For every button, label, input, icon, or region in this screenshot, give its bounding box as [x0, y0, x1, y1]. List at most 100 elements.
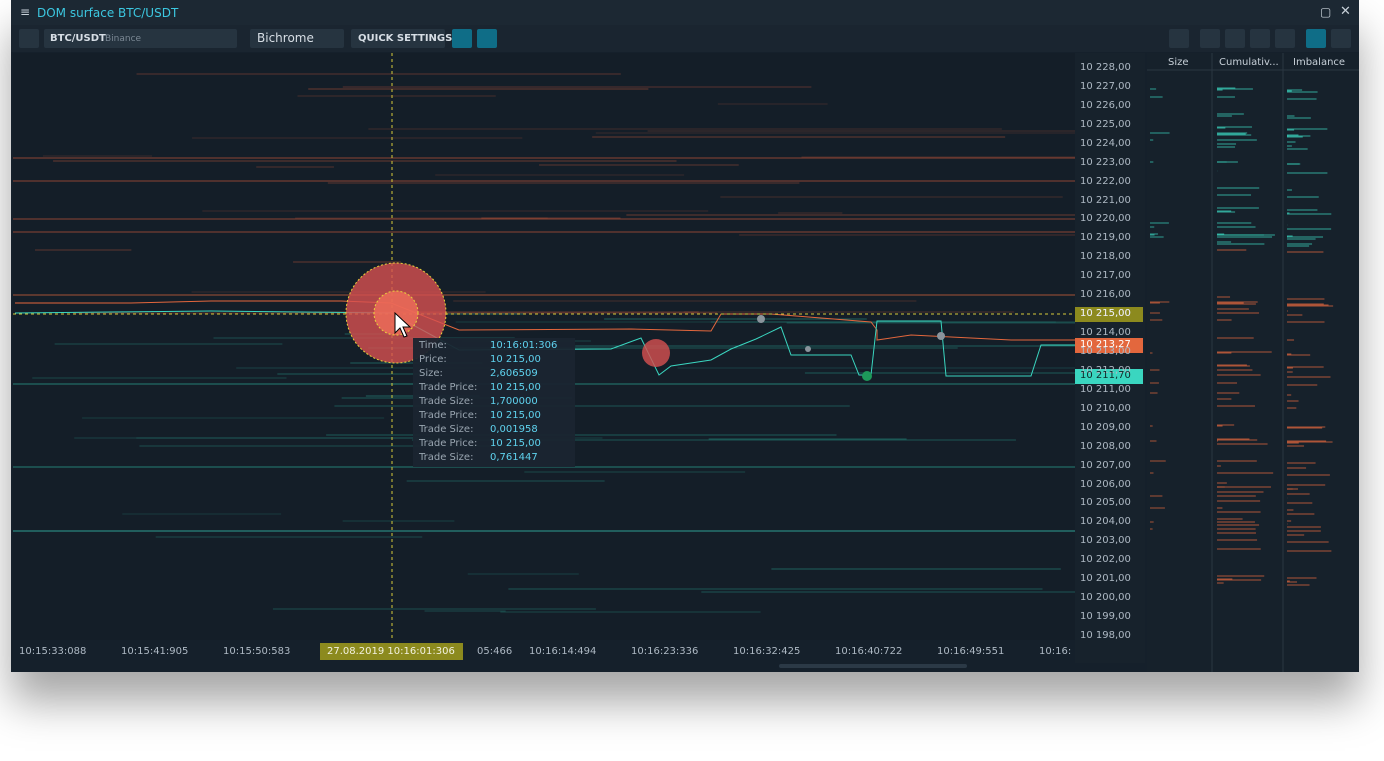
quick-settings-button[interactable] — [351, 29, 445, 48]
tool-button[interactable] — [1250, 29, 1270, 48]
side-panel — [1147, 53, 1359, 672]
price-label: 10 199,00 — [1080, 611, 1131, 623]
price-label: 10 215,00 — [1080, 308, 1131, 320]
tooltip-label: Time: — [419, 340, 447, 351]
tooltip-label: Trade Size: — [419, 452, 474, 463]
price-label: 10 223,00 — [1080, 156, 1131, 168]
tool-button[interactable] — [1225, 29, 1245, 48]
time-label: 10:15:41:905 — [121, 646, 189, 657]
heatmap — [13, 73, 1334, 613]
price-label: 10 203,00 — [1080, 535, 1131, 547]
color-scheme: Bichrome — [257, 31, 314, 45]
price-label: 10 207,00 — [1080, 459, 1131, 471]
tool-button[interactable] — [1200, 29, 1220, 48]
price-marker-label: 10 213,27 — [1080, 339, 1131, 350]
price-label: 10 224,00 — [1080, 137, 1131, 149]
tool-button[interactable] — [1331, 29, 1351, 48]
price-label: 10 204,00 — [1080, 516, 1131, 528]
column-header: Imbalance — [1293, 57, 1346, 68]
ask-line — [15, 300, 1075, 341]
price-marker-crosshair — [1075, 307, 1143, 322]
price-marker-label: 10 211,70 — [1080, 370, 1131, 381]
price-label: 10 202,00 — [1080, 554, 1131, 566]
price-label: 10 222,00 — [1080, 175, 1131, 187]
settings-button[interactable] — [1275, 29, 1295, 48]
title-bar — [11, 0, 1359, 25]
price-label: 10 205,00 — [1080, 497, 1131, 509]
symbol-selector[interactable] — [44, 29, 237, 48]
tooltip-label: Trade Price: — [419, 438, 478, 449]
color-scheme-dropdown[interactable] — [250, 29, 344, 48]
column-header: Size — [1168, 57, 1189, 68]
chart-surface — [13, 53, 1359, 672]
time-label: 05:466 — [477, 646, 513, 657]
trade-bubble — [862, 371, 872, 381]
tooltip-label: Trade Price: — [419, 382, 478, 393]
price-label: 10 198,00 — [1080, 630, 1131, 641]
price-label: 10 212,00 — [1080, 364, 1131, 376]
menu-icon[interactable]: ≡ — [20, 5, 31, 19]
trade-bubble — [937, 332, 945, 340]
time-label: 10:16:40:722 — [835, 646, 903, 657]
price-label: 10 219,00 — [1080, 232, 1131, 244]
price-axis — [1075, 53, 1145, 663]
trade-bubble — [642, 339, 670, 367]
tooltip-value: 10 215,00 — [490, 438, 541, 449]
tooltip-value: 1,700000 — [490, 396, 538, 407]
time-label: 27.08.2019 10:16:01:306 — [327, 646, 455, 657]
price-marker-bid — [1075, 369, 1143, 384]
cursor — [394, 311, 412, 338]
window: ≡ DOM surface BTC/USDT ▢ ✕ BTC/USDT Bina… — [11, 0, 1359, 672]
time-label: 10:16: — [1039, 646, 1072, 657]
tooltip — [413, 338, 575, 467]
trade-bubble — [805, 346, 811, 352]
tooltip-label: Trade Size: — [419, 396, 474, 407]
price-label: 10 225,00 — [1080, 118, 1131, 130]
tooltip-label: Trade Price: — [419, 410, 478, 421]
tool-button[interactable] — [452, 29, 472, 48]
tooltip-value: 0,761447 — [490, 452, 538, 463]
price-label: 10 226,00 — [1080, 99, 1131, 111]
trade-bubble — [757, 315, 765, 323]
window-title: DOM surface BTC/USDT — [37, 6, 179, 20]
price-label: 10 218,00 — [1080, 251, 1131, 263]
price-label: 10 227,00 — [1080, 80, 1131, 92]
price-label: 10 216,00 — [1080, 289, 1131, 301]
price-marker-label: 10 215,00 — [1080, 308, 1131, 319]
tool-button[interactable] — [1306, 29, 1326, 48]
tooltip-label: Price: — [419, 354, 447, 365]
info-button[interactable] — [477, 29, 497, 48]
time-label: 10:15:50:583 — [223, 646, 291, 657]
tooltip-value: 0,001958 — [490, 424, 538, 435]
symbol: BTC/USDT — [50, 33, 106, 44]
tool-button[interactable] — [1169, 29, 1189, 48]
time-label: 10:15:33:088 — [19, 646, 87, 657]
tooltip-label: Size: — [419, 368, 443, 379]
time-label: 10:16:49:551 — [937, 646, 1005, 657]
tooltip-value: 10 215,00 — [490, 354, 541, 365]
maximize[interactable]: ▢ — [1320, 5, 1332, 19]
sidebar-toggle[interactable] — [19, 29, 39, 48]
tooltip-value: 10:16:01:306 — [490, 340, 558, 351]
price-marker-ask — [1075, 338, 1143, 353]
price-label: 10 201,00 — [1080, 573, 1131, 585]
scrollbar[interactable] — [779, 664, 967, 668]
price-label: 10 220,00 — [1080, 213, 1131, 225]
exchange: Binance — [105, 34, 142, 44]
price-label: 10 209,00 — [1080, 421, 1131, 433]
time-label: 10:16:32:425 — [733, 646, 801, 657]
price-label: 10 213,00 — [1080, 346, 1131, 357]
time-label: 10:16:14:494 — [529, 646, 597, 657]
column-header: Cumulativ... — [1219, 57, 1279, 68]
price-label: 10 228,00 — [1080, 62, 1131, 73]
price-label: 10 221,00 — [1080, 194, 1131, 206]
tooltip-value: 10 215,00 — [490, 410, 541, 421]
close[interactable]: ✕ — [1340, 4, 1351, 19]
price-label: 10 211,00 — [1080, 383, 1131, 395]
tooltip-label: Trade Size: — [419, 424, 474, 435]
price-label: 10 206,00 — [1080, 478, 1131, 490]
time-marker — [320, 643, 463, 660]
tooltip-value: 10 215,00 — [490, 382, 541, 393]
tooltip-value: 2,606509 — [490, 368, 538, 379]
